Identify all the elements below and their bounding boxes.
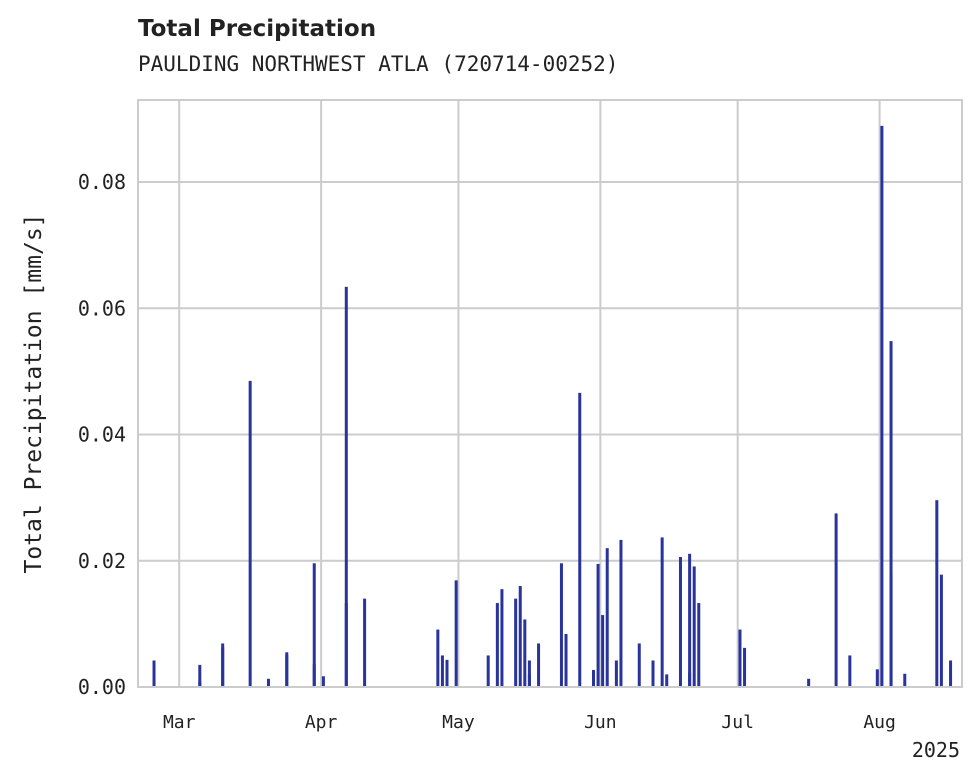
precip-bar — [221, 647, 225, 687]
precip-bar — [875, 669, 879, 687]
precip-bar — [697, 603, 701, 687]
y-tick-label: 0.02 — [78, 549, 126, 573]
precip-bar — [688, 553, 692, 687]
precip-bar — [500, 589, 504, 687]
y-tick-labels: 0.00 0.02 0.04 0.06 0.08 — [78, 170, 126, 699]
precip-bar — [614, 660, 618, 687]
x-tick-labels: Mar Apr May Jun Jul Aug — [163, 712, 896, 733]
precip-bar — [692, 566, 696, 687]
precip-bar — [660, 537, 664, 687]
precip-bar — [312, 563, 316, 687]
precip-bar — [198, 681, 202, 687]
precip-bar — [601, 615, 605, 687]
precip-bar — [596, 563, 600, 687]
y-tick-label: 0.08 — [78, 170, 126, 194]
y-tick-label: 0.06 — [78, 296, 126, 320]
precip-bar — [848, 655, 852, 687]
precip-bar — [688, 672, 692, 687]
precip-bar — [527, 674, 531, 687]
precip-bar — [619, 539, 623, 687]
y-tick-label: 0.00 — [78, 675, 126, 699]
precip-bar — [935, 500, 939, 687]
precip-bar — [738, 629, 742, 687]
precip-bar — [248, 380, 252, 687]
x-tick-label: Aug — [863, 712, 896, 733]
precip-bar — [537, 643, 541, 687]
x-year-label: 2025 — [912, 738, 960, 762]
precip-bar — [807, 678, 811, 687]
x-tick-label: May — [442, 712, 475, 733]
precip-bar — [743, 647, 747, 687]
precip-bar — [198, 664, 202, 687]
precip-bar — [651, 660, 655, 687]
x-tick-label: Mar — [163, 712, 196, 733]
plot-frame — [137, 99, 963, 688]
precip-bar — [495, 603, 499, 687]
precip-bar — [637, 643, 641, 687]
precip-bar — [678, 556, 682, 687]
precip-bar — [321, 676, 325, 687]
precip-bar — [523, 619, 527, 687]
precip-bar — [559, 563, 563, 687]
precip-bar — [889, 341, 893, 687]
precip-bar — [591, 669, 595, 687]
precip-bar — [949, 660, 953, 687]
precip-bar — [834, 513, 838, 687]
precip-bar — [564, 633, 568, 687]
precip-bar — [440, 655, 444, 687]
precip-bar — [518, 586, 522, 687]
x-tick-label: Jun — [584, 712, 617, 733]
chart-subtitle: PAULDING NORTHWEST ATLA (720714-00252) — [138, 52, 619, 76]
precip-bar — [578, 392, 582, 687]
precip-bar — [454, 580, 458, 687]
chart-title: Total Precipitation — [138, 16, 377, 42]
precip-bar — [939, 574, 943, 687]
precip-bar — [152, 660, 156, 687]
precip-bar — [880, 125, 884, 688]
precip-bar — [903, 673, 907, 687]
precip-bar — [436, 629, 440, 687]
precip-bar — [266, 678, 270, 687]
precip-bar — [605, 548, 609, 687]
precip-bar — [344, 603, 348, 687]
y-axis-label: Total Precipitation [mm/s] — [21, 213, 47, 573]
precip-bar — [363, 598, 367, 687]
grid-lines — [138, 100, 962, 687]
x-tick-label: Apr — [305, 712, 338, 733]
bars — [152, 125, 953, 688]
precip-bar — [486, 655, 490, 687]
precip-bar — [344, 286, 348, 687]
x-tick-label: Jul — [721, 712, 754, 733]
y-tick-label: 0.04 — [78, 423, 126, 447]
precip-bar — [514, 598, 518, 687]
precip-bar — [665, 674, 669, 687]
precip-bar — [527, 660, 531, 687]
precip-bar — [445, 659, 449, 687]
precip-bar — [285, 652, 289, 687]
